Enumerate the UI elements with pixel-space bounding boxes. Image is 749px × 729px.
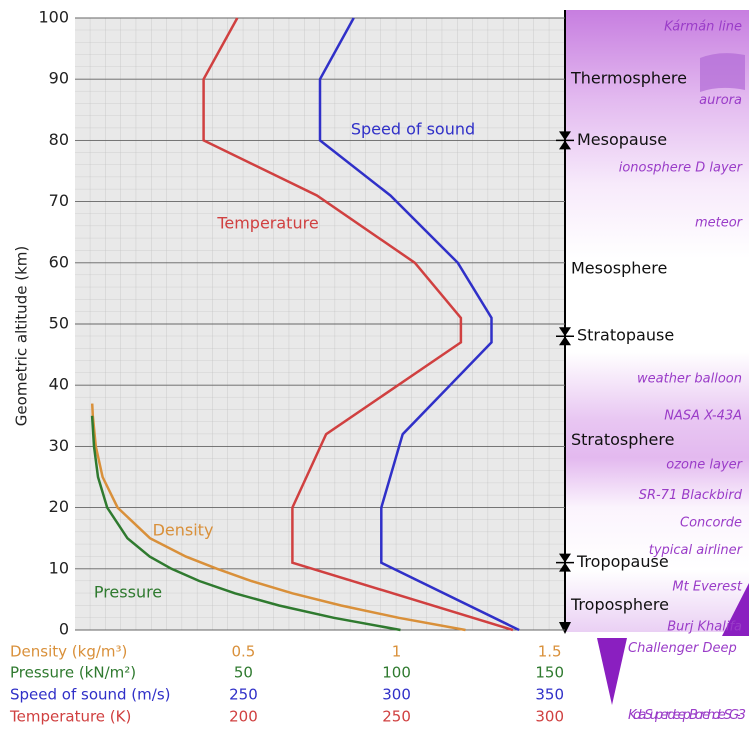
y-tick-label: 60 — [49, 252, 69, 271]
aurora-icon — [700, 53, 745, 92]
event-label: typical airliner — [649, 543, 744, 558]
x-axis-title: Speed of sound (m/s) — [10, 686, 171, 704]
x-tick-label: 100 — [382, 664, 411, 682]
x-tick-label: 50 — [234, 664, 253, 682]
series-label: Density — [153, 521, 214, 540]
layer-label: Troposphere — [570, 595, 669, 614]
event-label: Kármán line — [664, 20, 742, 35]
event-label: Burj Khalifa — [667, 619, 742, 634]
event-label: meteor — [695, 216, 744, 231]
event-label: NASA X-43A — [664, 408, 742, 423]
x-tick-label: 250 — [229, 686, 258, 704]
y-tick-label: 90 — [49, 69, 69, 88]
event-label: aurora — [699, 93, 742, 108]
y-tick-label: 0 — [59, 620, 69, 639]
y-tick-label: 40 — [49, 375, 69, 394]
y-tick-label: 50 — [49, 314, 69, 333]
x-axis-title: Temperature (K) — [9, 708, 131, 726]
layer-label: Stratosphere — [571, 430, 674, 449]
event-label: ionosphere D layer — [619, 160, 744, 175]
y-tick-label: 70 — [49, 191, 69, 210]
event-label: Mt Everest — [672, 580, 742, 595]
x-axis-title: Density (kg/m³) — [10, 643, 127, 661]
event-label: Concorde — [680, 515, 742, 530]
y-tick-label: 30 — [49, 436, 69, 455]
y-tick-label: 80 — [49, 130, 69, 149]
x-tick-label: 350 — [535, 686, 564, 704]
x-tick-label: 250 — [382, 708, 411, 726]
x-tick-label: 200 — [229, 708, 258, 726]
y-axis-title: Geometric altitude (km) — [13, 246, 31, 426]
y-tick-label: 10 — [49, 558, 69, 577]
event-label: ozone layer — [666, 457, 743, 472]
x-tick-label: 300 — [382, 686, 411, 704]
x-axis-title: Pressure (kN/m²) — [10, 664, 136, 682]
layer-label: Mesosphere — [571, 258, 667, 277]
event-label: weather balloon — [637, 372, 742, 387]
series-label: Temperature — [216, 214, 318, 233]
event-label: Kola Superdeep Borehole SG-3 — [628, 708, 746, 723]
x-tick-label: 300 — [535, 708, 564, 726]
y-tick-label: 20 — [49, 497, 69, 516]
chart: Geometric altitude (km) 0 10 20 30 40 50 60 70 8… — [0, 0, 749, 729]
layer-label: Thermosphere — [570, 69, 687, 88]
x-tick-label: 1 — [392, 643, 402, 661]
series-label: Pressure — [94, 583, 162, 602]
event-label: Challenger Deep — [628, 641, 737, 656]
x-tick-label: 1.5 — [538, 643, 562, 661]
event-label: SR-71 Blackbird — [639, 488, 743, 503]
series-label: Speed of sound — [351, 120, 475, 139]
x-tick-label: 0.5 — [232, 643, 256, 661]
layer-label: Stratopause — [577, 326, 674, 345]
challenger-deep-icon — [597, 638, 627, 705]
x-tick-label: 150 — [535, 664, 564, 682]
y-tick-label: 100 — [38, 8, 69, 27]
layer-label: Mesopause — [577, 130, 667, 149]
